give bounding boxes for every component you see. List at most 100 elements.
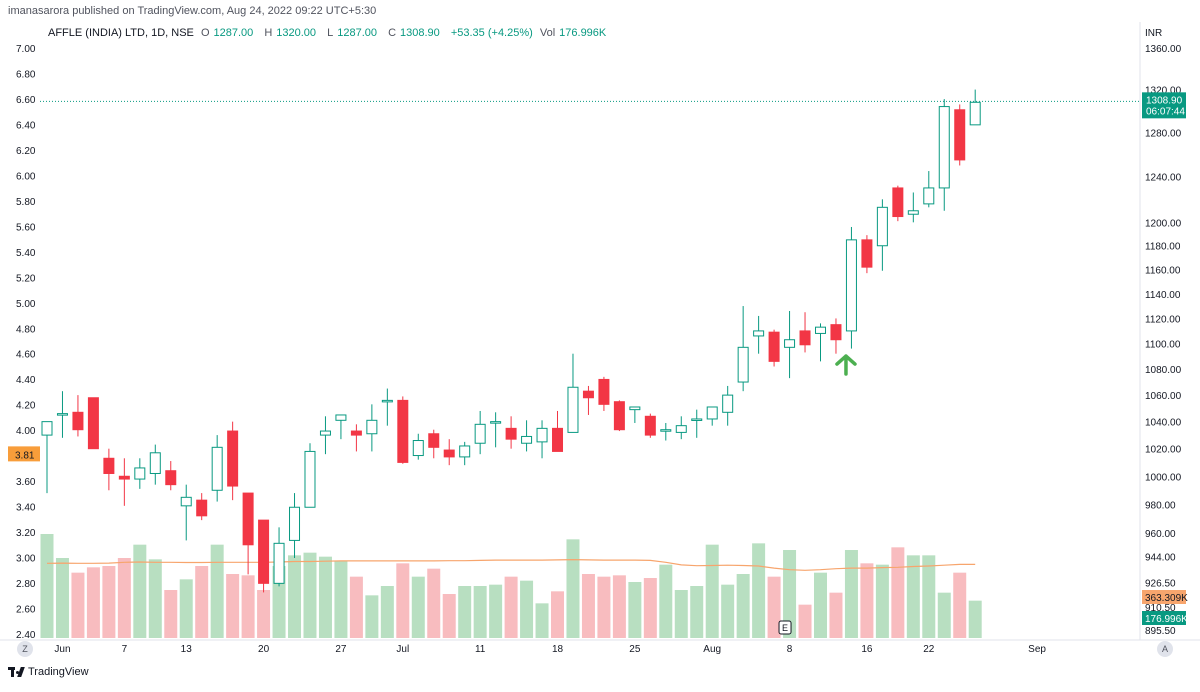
- left-axis-label: 6.00: [16, 171, 36, 182]
- volume-bar: [581, 574, 595, 638]
- volume-tag: 176.996K: [1145, 614, 1188, 625]
- candle-body: [134, 467, 146, 480]
- left-axis-label: 5.80: [16, 197, 36, 208]
- footer-brand[interactable]: TradingView: [8, 666, 89, 678]
- candle-body: [118, 475, 130, 480]
- volume-bar: [442, 594, 456, 638]
- left-axis-label: 4.20: [16, 401, 36, 412]
- left-axis-label: 3.40: [16, 503, 36, 514]
- candle-body: [799, 330, 811, 346]
- volume-bar: [288, 555, 302, 638]
- volume-bar: [226, 574, 240, 638]
- candle-body: [552, 427, 564, 452]
- auto-scale-button[interactable]: A: [1157, 641, 1173, 657]
- price-tick-label: 895.50: [1145, 626, 1176, 637]
- candle-body: [691, 418, 703, 421]
- price-tick-label: 1080.00: [1145, 365, 1182, 376]
- tradingview-logo-icon: [8, 667, 25, 677]
- volume-bar: [752, 543, 766, 638]
- volume-bar: [458, 586, 472, 638]
- time-tick-label: 27: [335, 644, 347, 655]
- candle-body: [892, 187, 904, 218]
- volume-bar: [334, 560, 348, 638]
- left-axis-label: 2.40: [16, 630, 36, 641]
- price-tick-label: 944.00: [1145, 553, 1176, 564]
- candle-body: [211, 446, 223, 491]
- zoom-button[interactable]: Z: [17, 641, 33, 657]
- candle-body: [227, 430, 239, 487]
- price-tick-label: 1240.00: [1145, 173, 1182, 184]
- volume-bar: [659, 564, 673, 638]
- candle-body: [103, 457, 115, 474]
- left-axis-label: 2.60: [16, 605, 36, 616]
- candle-body: [242, 492, 254, 546]
- price-tick-label: 1320.00: [1145, 86, 1182, 97]
- volume-bar: [891, 547, 905, 638]
- volume-bar: [736, 574, 750, 638]
- volume-bar: [783, 550, 797, 638]
- left-axis-label: 3.20: [16, 528, 36, 539]
- candle-body: [366, 419, 378, 435]
- candle-body: [490, 421, 502, 424]
- low-value: 1287.00: [337, 27, 377, 39]
- candle-body: [412, 440, 424, 457]
- volume-bar: [798, 604, 812, 638]
- left-axis-label: 2.80: [16, 579, 36, 590]
- time-tick-label: Aug: [703, 644, 721, 655]
- close-value: 1308.90: [400, 27, 440, 39]
- volume-bar: [411, 576, 425, 638]
- symbol-name[interactable]: AFFLE (INDIA) LTD, 1D, NSE: [48, 27, 194, 39]
- price-tick-label: 910.50: [1145, 603, 1176, 614]
- left-axis-label: 5.00: [16, 299, 36, 310]
- high-label: H: [264, 27, 273, 39]
- price-tick-label: 1040.00: [1145, 418, 1182, 429]
- published-text: imanasarora published on TradingView.com…: [8, 5, 377, 17]
- volume-bar: [953, 572, 967, 638]
- earnings-marker-box: [778, 620, 792, 635]
- volume-bar: [628, 582, 642, 638]
- candle-body: [768, 331, 780, 362]
- candle-body: [876, 206, 888, 247]
- candle-body: [397, 399, 409, 463]
- candle-body: [845, 239, 857, 332]
- price-tick-label: 926.50: [1145, 579, 1176, 590]
- left-axis-label: 4.60: [16, 350, 36, 361]
- volume-bar: [504, 576, 518, 638]
- candle-body: [969, 101, 981, 126]
- volume-bar: [489, 584, 503, 638]
- price-tick-label: 1280.00: [1145, 128, 1182, 139]
- volume-ma-tag: 363.309K: [1145, 593, 1188, 604]
- time-tick-label: 11: [475, 644, 486, 655]
- candle-body: [660, 429, 672, 432]
- volume-bar: [40, 534, 54, 638]
- candle-body: [923, 187, 935, 205]
- candle-body: [907, 210, 919, 215]
- volume-bar: [179, 579, 193, 638]
- volume-bar: [117, 558, 131, 638]
- volume-bar: [55, 558, 69, 638]
- high-value: 1320.00: [276, 27, 317, 39]
- left-axis-label: 5.20: [16, 273, 36, 284]
- symbol-legend[interactable]: AFFLE (INDIA) LTD, 1D, NSE O 1287.00 H 132…: [48, 27, 614, 39]
- volume-bar: [195, 566, 209, 638]
- candle-body: [830, 324, 842, 341]
- volume-bar: [365, 595, 379, 638]
- time-tick-label: 22: [923, 644, 935, 655]
- price-tick-label: 1100.00: [1145, 340, 1181, 351]
- volume-bar: [814, 572, 827, 638]
- candle-body: [459, 445, 471, 458]
- volume-bar: [922, 555, 936, 638]
- candle-body: [753, 330, 765, 337]
- vol-label: Vol: [539, 27, 556, 39]
- candle-body: [72, 411, 84, 431]
- candle-body: [87, 397, 99, 450]
- change-value: +53.35 (+4.25%): [450, 27, 533, 39]
- volume-bar: [427, 568, 441, 638]
- price-tick-label: 1140.00: [1145, 290, 1181, 301]
- candle-body: [258, 519, 270, 584]
- volume-bar: [272, 566, 286, 638]
- volume-bar: [318, 556, 332, 638]
- left-axis-label: 6.60: [16, 95, 36, 106]
